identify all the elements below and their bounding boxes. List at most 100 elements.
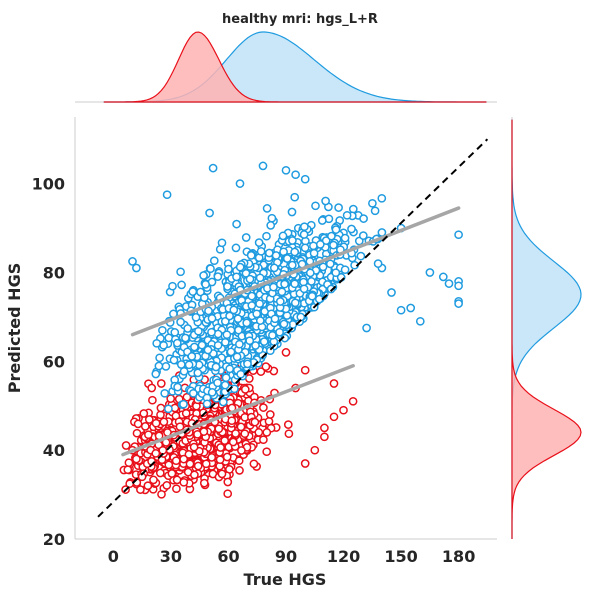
scatter-point xyxy=(157,489,166,499)
scatter-point xyxy=(197,340,207,350)
scatter-point xyxy=(387,288,396,297)
scatter-point xyxy=(246,251,256,260)
scatter-point xyxy=(329,240,338,250)
identity-line xyxy=(97,138,489,518)
x-tick-label: 120 xyxy=(327,547,360,566)
scatter-point xyxy=(202,399,212,409)
scatter-point xyxy=(326,284,336,294)
scatter-point xyxy=(359,214,368,223)
scatter-point xyxy=(149,475,158,485)
scatter-point xyxy=(176,267,185,277)
scatter-point xyxy=(331,268,341,278)
x-tick-label: 180 xyxy=(442,547,475,566)
y-tick-labels: 20 40 60 80 100 xyxy=(32,175,65,549)
scatter-point xyxy=(189,442,199,452)
scatter-point xyxy=(329,412,339,422)
scatter-point xyxy=(268,330,277,340)
scatter-point xyxy=(315,240,325,249)
y-tick-label: 20 xyxy=(43,530,65,549)
scatter-point xyxy=(281,348,291,357)
scatter-point xyxy=(236,369,246,379)
scatter-point xyxy=(415,316,425,326)
scatter-point xyxy=(281,165,291,175)
scatter-point xyxy=(223,477,233,487)
scatter-point xyxy=(136,485,145,494)
scatter-point xyxy=(290,298,300,308)
scatter-point xyxy=(128,257,137,266)
scatter-point xyxy=(280,279,289,289)
scatter-point xyxy=(203,345,213,355)
scatter-point xyxy=(305,268,315,278)
scatter-point xyxy=(229,305,239,315)
scatter-point xyxy=(206,264,215,274)
scatter-point xyxy=(269,282,278,292)
scatter-point xyxy=(194,326,203,336)
scatter-point xyxy=(300,365,310,375)
scatter-point xyxy=(454,281,463,291)
scatter-point xyxy=(291,170,300,180)
scatter-point xyxy=(181,408,191,418)
scatter-point xyxy=(184,450,194,459)
scatter-point xyxy=(185,459,195,469)
scatter-point xyxy=(251,341,260,350)
scatter-point xyxy=(144,430,153,440)
scatter-point xyxy=(290,279,300,289)
scatter-point xyxy=(200,293,209,303)
scatter-point xyxy=(396,305,406,315)
scatter-point xyxy=(225,364,235,374)
scatter-point xyxy=(340,265,350,275)
scatter-point xyxy=(221,373,231,383)
scatter-point xyxy=(255,273,265,283)
scatter-point xyxy=(425,268,435,277)
scatter-point xyxy=(220,317,230,326)
scatter-point xyxy=(262,231,271,241)
scatter-point xyxy=(245,274,255,284)
scatter-point xyxy=(159,340,168,350)
scatter-point xyxy=(287,207,297,217)
scatter-point xyxy=(348,204,358,214)
scatter-point xyxy=(220,436,230,445)
x-tick-label: 150 xyxy=(384,547,417,566)
scatter-point xyxy=(300,174,310,184)
scatter-point xyxy=(220,380,230,390)
scatter-point xyxy=(377,193,387,203)
scatter-point xyxy=(159,417,169,427)
scatter-point xyxy=(356,251,366,261)
scatter-point xyxy=(287,260,297,270)
scatter-point xyxy=(215,455,225,465)
scatter-point xyxy=(309,248,319,258)
scatter-plot-area xyxy=(97,138,489,518)
scatter-point xyxy=(262,204,272,213)
scatter-point xyxy=(223,282,232,291)
scatter-point xyxy=(339,405,348,415)
scatter-point xyxy=(160,388,170,398)
scatter-point xyxy=(152,338,162,348)
scatter-point xyxy=(144,415,154,424)
scatter-point xyxy=(299,284,309,294)
scatter-point xyxy=(155,468,165,478)
scatter-point xyxy=(199,427,209,436)
y-tick-label: 80 xyxy=(43,263,65,282)
scatter-point xyxy=(167,469,177,478)
scatter-point xyxy=(158,445,168,455)
scatter-point xyxy=(213,340,223,350)
scatter-point xyxy=(255,299,264,309)
scatter-point xyxy=(170,328,180,337)
scatter-point xyxy=(320,432,329,442)
scatter-point xyxy=(269,263,279,273)
scatter-point xyxy=(209,256,219,266)
scatter-point xyxy=(290,192,300,202)
scatter-point xyxy=(438,272,448,282)
scatter-point xyxy=(226,347,236,357)
scatter-point xyxy=(342,210,352,220)
scatter-point xyxy=(188,388,198,398)
scatter-point xyxy=(224,264,233,274)
scatter-point xyxy=(454,230,463,240)
scatter-point xyxy=(220,337,230,347)
scatter-point xyxy=(259,337,269,346)
scatter-point xyxy=(179,454,189,464)
scatter-point xyxy=(300,222,309,232)
scatter-point xyxy=(132,454,141,464)
scatter-point xyxy=(213,272,223,281)
scatter-point xyxy=(147,383,157,393)
